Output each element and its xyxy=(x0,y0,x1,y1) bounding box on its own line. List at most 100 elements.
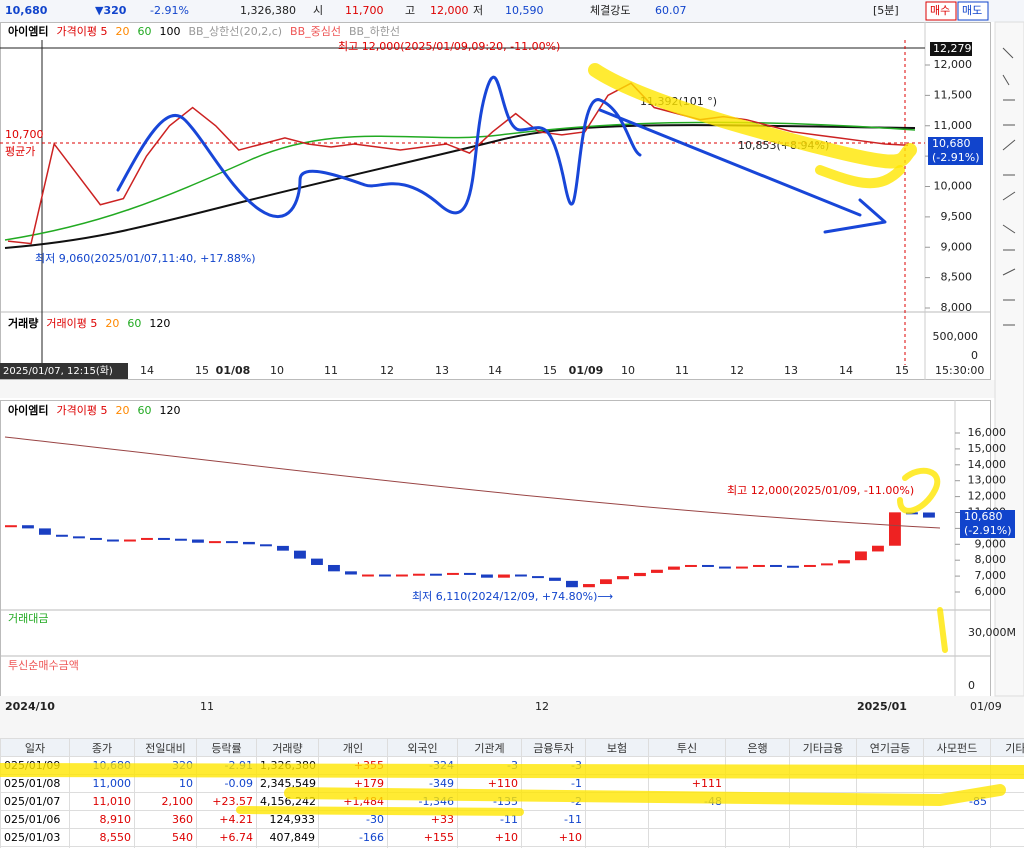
cursor-box xyxy=(0,363,128,379)
low-note: 최저 9,060(2025/01/07,11:40, +17.88%) xyxy=(35,252,256,265)
scroll-area xyxy=(0,696,1024,738)
table-cell: 10 xyxy=(134,774,197,793)
y-tick-label: 15,000 xyxy=(968,442,1007,455)
table-cell: -166 xyxy=(318,828,388,847)
table-cell: +155 xyxy=(387,828,458,847)
legend-item: 100 xyxy=(159,25,180,38)
open: 11,700 xyxy=(345,4,384,17)
candle xyxy=(600,579,612,585)
legend-item: 20 xyxy=(115,25,129,38)
candle xyxy=(226,541,238,544)
table-cell: 11,000 xyxy=(69,774,135,793)
sell-button[interactable] xyxy=(957,1,989,21)
candle xyxy=(141,537,153,540)
x-tick-label: 01/09 xyxy=(569,364,604,377)
candle xyxy=(498,574,510,578)
y-tick-label: 11,500 xyxy=(934,88,973,101)
table-cell: 8,910 xyxy=(69,810,135,829)
table-cell: -30 xyxy=(318,810,388,829)
candle xyxy=(277,545,289,551)
amount-tick: 30,000M xyxy=(968,626,1016,639)
table-cell: 금융투자 xyxy=(521,738,586,757)
legend-item: 아이엠티 xyxy=(8,24,48,38)
candle xyxy=(719,566,731,569)
table-cell: 025/01/07 xyxy=(0,792,70,811)
candle xyxy=(566,580,578,588)
avg-price: 10,700 xyxy=(5,128,44,141)
buy-button[interactable] xyxy=(925,1,957,21)
table-cell: 11,010 xyxy=(69,792,135,811)
candle xyxy=(617,576,629,580)
table-cell: 360 xyxy=(134,810,197,829)
legend-item: 20 xyxy=(105,317,119,330)
x-tick-label: 11 xyxy=(324,364,338,377)
table-cell: -3 xyxy=(521,756,586,775)
legend-item: 거래이평 5 xyxy=(46,317,97,330)
x-tick-label: 14 xyxy=(140,364,154,377)
table-cell: 보험 xyxy=(585,738,649,757)
legend-item: 60 xyxy=(127,317,141,330)
table-cell: 10,680 xyxy=(69,756,135,775)
volume: 1,326,380 xyxy=(240,4,296,17)
quote-bar xyxy=(0,0,1024,22)
sell-label[interactable]: 매도 xyxy=(962,4,982,17)
table-cell xyxy=(585,792,649,811)
table-cell: 연기금등 xyxy=(856,738,924,757)
avg-label: 평균가 xyxy=(5,145,35,158)
current-price: 10,680 xyxy=(964,510,1003,523)
table-cell: 540 xyxy=(134,828,197,847)
table-cell xyxy=(923,828,991,847)
table-cell: 025/01/06 xyxy=(0,810,70,829)
strength-label: 체결강도 xyxy=(590,4,630,17)
table-cell xyxy=(648,828,726,847)
table-row: 025/01/03 8,550 540 +6.74 407,849 -166 +155 +10… xyxy=(0,828,1024,847)
table-row: 025/01/08 11,000 10 -0.09 2,345,549 +179 -349 +… xyxy=(0,774,1024,793)
x-tick-label: 13 xyxy=(435,364,449,377)
table-cell: -1,346 xyxy=(387,792,458,811)
table-cell: 외국인 xyxy=(387,738,458,757)
table-cell: 일자 xyxy=(0,738,70,757)
table-row: 025/01/028,010240+3.0929,961-82+76-1-2+8 xyxy=(0,846,1024,848)
table-cell: 종가 xyxy=(69,738,135,757)
investor-table: 일자 종가 전일대비 등락률 거래량 개인 외국인 기관계 금융투자 보험 투신 은행 기타금융 연기금등… xyxy=(0,738,1024,848)
table-row: 일자 종가 전일대비 등락률 거래량 개인 외국인 기관계 금융투자 보험 투신 은행 기타금융 연기금등… xyxy=(0,738,1024,757)
table-cell xyxy=(923,756,991,775)
table-cell: 1,326,380 xyxy=(256,756,319,775)
table-cell: +45 xyxy=(990,774,1024,793)
table-cell: -324 xyxy=(387,756,458,775)
buy-label[interactable]: 매수 xyxy=(930,4,950,17)
panel-label: 투신순매수금액 xyxy=(8,659,79,672)
legend-item: BB_중심선 xyxy=(290,25,341,38)
table-cell: 전일대비 xyxy=(134,738,197,757)
x-tick-label: 15 xyxy=(895,364,909,377)
table-cell xyxy=(585,756,649,775)
legend-item: 120 xyxy=(149,317,170,330)
table-cell xyxy=(789,828,857,847)
candle xyxy=(107,539,119,542)
candle xyxy=(90,537,102,540)
candle xyxy=(872,545,884,552)
x-tick-label: 12 xyxy=(380,364,394,377)
high-note: 최고 12,000(2025/01/09,09:20, -11.00%) xyxy=(338,40,560,53)
table-cell: +1,484 xyxy=(318,792,388,811)
x-tick-label: 01/08 xyxy=(216,364,251,377)
table-cell: 기타금융 xyxy=(789,738,857,757)
table-cell: +33 xyxy=(387,810,458,829)
trust-tick: 0 xyxy=(968,679,975,692)
end-time: 15:30:00 xyxy=(935,364,984,377)
high-note: 최고 12,000(2025/01/09, -11.00%) xyxy=(727,484,914,497)
x-tick-label: 11 xyxy=(675,364,689,377)
y-tick-label: 9,000 xyxy=(941,240,973,253)
candle xyxy=(821,563,833,566)
candle xyxy=(770,564,782,567)
table-cell: -3 xyxy=(457,756,522,775)
y-tick-label: 6,000 xyxy=(975,585,1007,598)
candle xyxy=(311,558,323,565)
x-tick-label: 13 xyxy=(784,364,798,377)
interval[interactable]: [5분] xyxy=(873,4,899,17)
candle xyxy=(396,574,408,577)
low: 10,590 xyxy=(505,4,544,17)
candle xyxy=(889,512,901,546)
table-cell xyxy=(648,756,726,775)
